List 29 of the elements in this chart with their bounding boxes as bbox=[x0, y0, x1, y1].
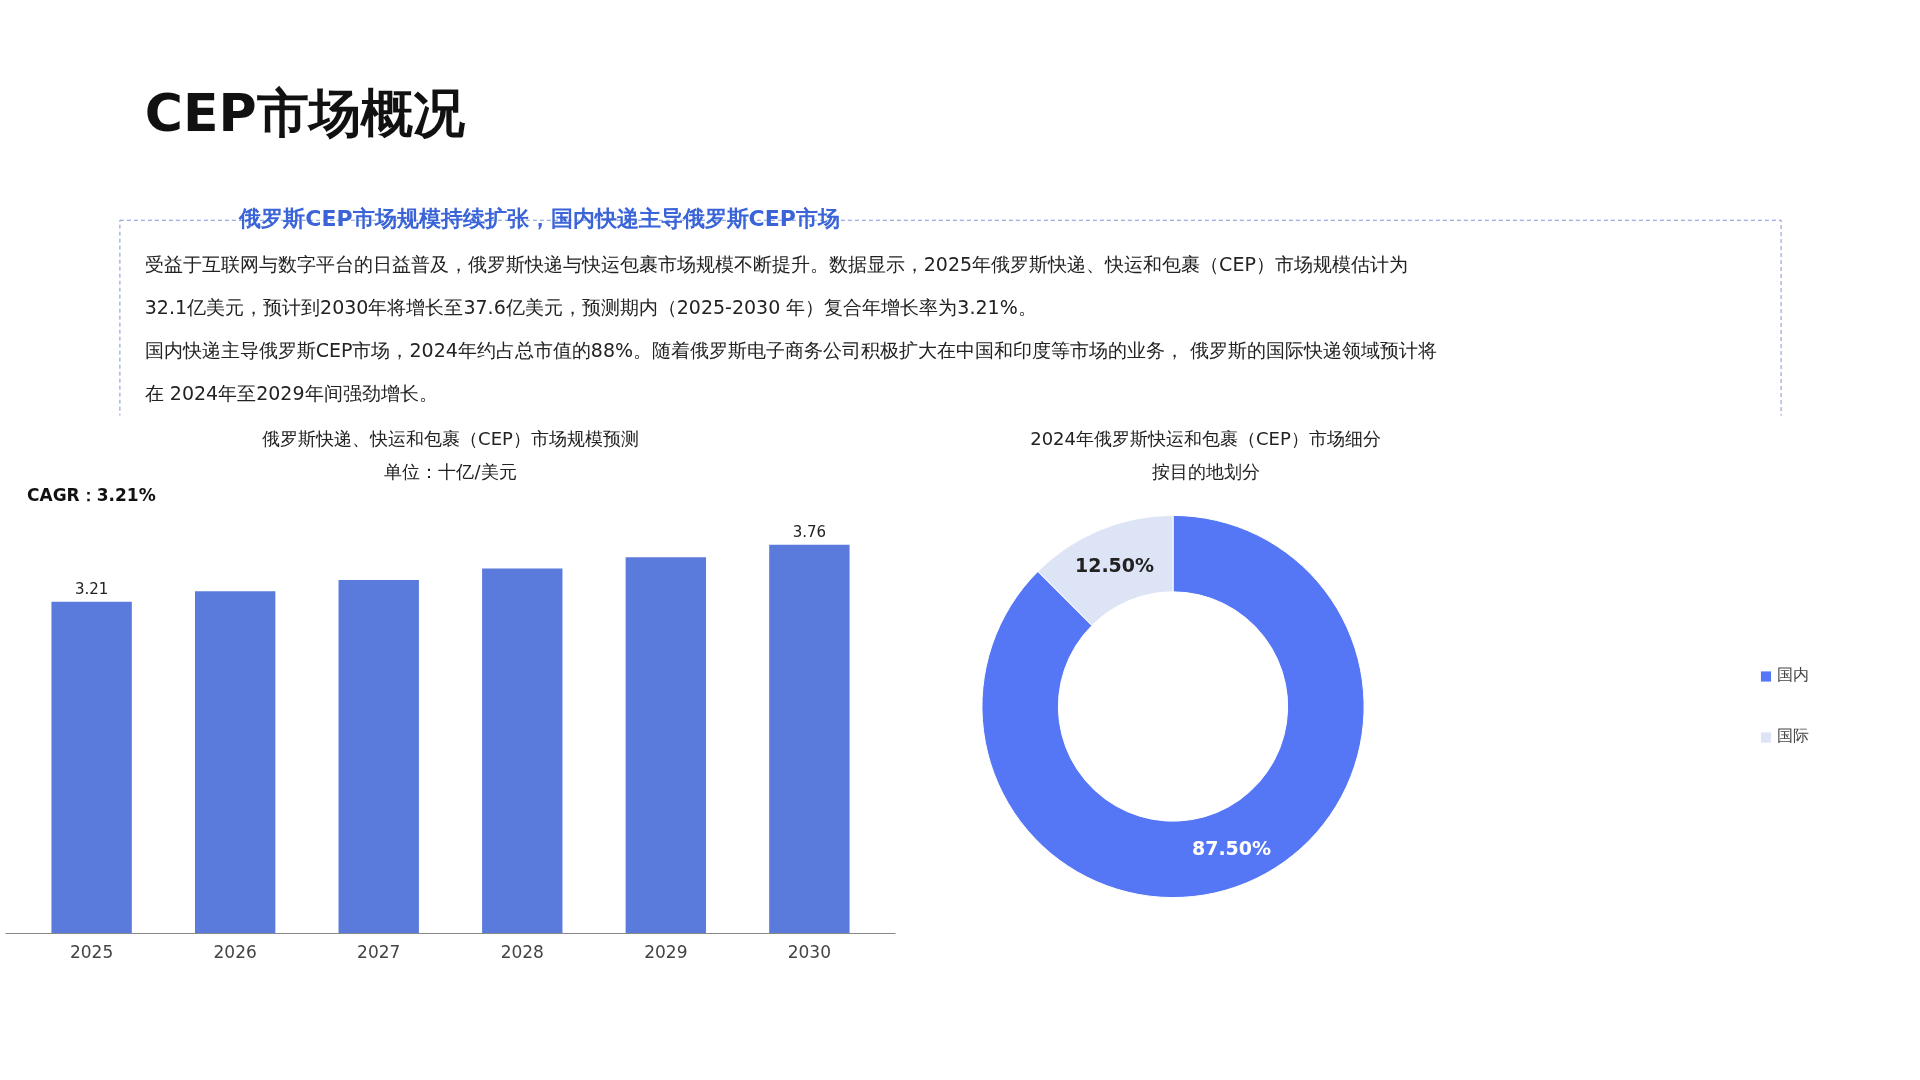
data-label: 3.76 bbox=[792, 522, 827, 541]
x-tick-label: 2026 bbox=[213, 941, 257, 962]
bar bbox=[51, 601, 132, 934]
legend-label: 国际 bbox=[1777, 726, 1809, 747]
data-label: 12.50% bbox=[1074, 554, 1155, 577]
legend-label: 国内 bbox=[1777, 665, 1809, 686]
text: 32.1亿美元，预计到2030年将增长至37.6亿美元，预测期内（2025-2030 年）复合年增长率为3.21%。 bbox=[144, 296, 1037, 319]
x-tick-label: 2027 bbox=[357, 941, 401, 962]
bar bbox=[194, 591, 276, 934]
text: 俄罗斯CEP市场规模持续扩张，国内快递主导俄罗斯CEP市场 bbox=[238, 205, 840, 231]
text: 国内快递主导俄罗斯CEP市场，2024年约占总市值的88%。随着俄罗斯电子商务公司积极扩大在中国和印度等市场的业务， 俄罗斯的国际快递领域预计将 bbox=[144, 339, 1438, 362]
bar bbox=[338, 579, 419, 934]
bar bbox=[769, 544, 850, 934]
data-label: 87.50% bbox=[1191, 836, 1272, 859]
bar bbox=[625, 557, 707, 934]
text: 在 2024年至2029年间强劲增长。 bbox=[144, 382, 438, 405]
bar bbox=[482, 568, 563, 934]
chart-subtitle: 单位：十亿/美元 bbox=[384, 460, 517, 482]
x-tick-label: 2025 bbox=[70, 941, 114, 962]
chart-subtitle: 按目的地划分 bbox=[1151, 460, 1260, 482]
x-tick-label: 2028 bbox=[500, 941, 544, 962]
x-tick-label: 2030 bbox=[787, 941, 831, 962]
data-label: 3.21 bbox=[74, 579, 109, 598]
text: CEP市场概况 bbox=[144, 82, 465, 143]
chart-title: 俄罗斯快递、快运和包裹（CEP）市场规模预测 bbox=[262, 427, 639, 449]
text: 受益于互联网与数字平台的日益普及，俄罗斯快递与快运包裹市场规模不断提升。数据显示，2025年俄罗斯快递、快运和包裹（CEP）市场规模估计为 bbox=[144, 253, 1408, 276]
text: CAGR：3.21% bbox=[27, 484, 156, 505]
x-tick-label: 2029 bbox=[644, 941, 688, 962]
chart-title: 2024年俄罗斯快运和包裹（CEP）市场细分 bbox=[1030, 427, 1381, 449]
